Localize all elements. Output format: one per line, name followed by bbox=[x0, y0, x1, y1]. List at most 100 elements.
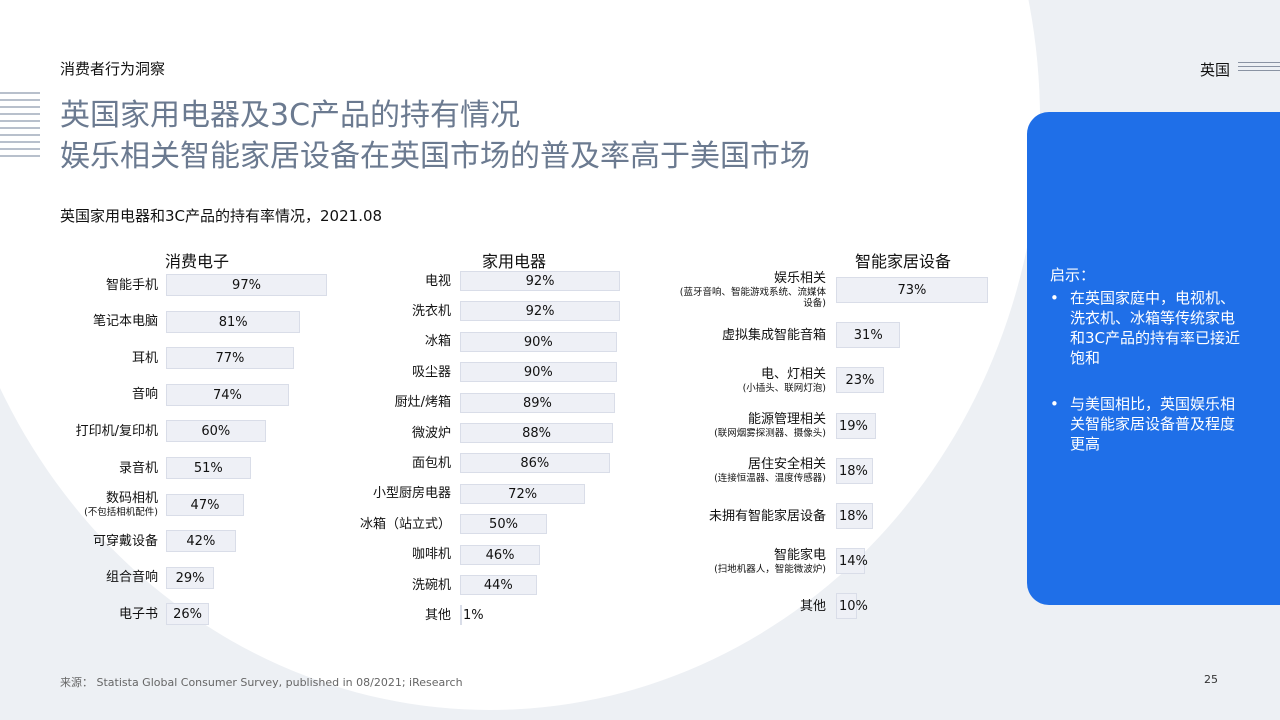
chart-bar bbox=[460, 362, 617, 383]
chart-bar bbox=[166, 274, 328, 296]
category-label: 居住安全相关 bbox=[747, 457, 826, 473]
chart-bar bbox=[460, 483, 586, 504]
data-label: 23% bbox=[845, 373, 875, 389]
chart-bar bbox=[166, 530, 236, 553]
country-label: 英国 bbox=[1199, 61, 1230, 79]
data-label: 29% bbox=[175, 570, 205, 586]
chart-subtitle: 英国家用电器和3C产品的持有率情况，2021.08 bbox=[60, 207, 383, 225]
chart-bar bbox=[836, 277, 988, 303]
category-label: 未拥有智能家居设备 bbox=[708, 508, 826, 524]
data-label: 18% bbox=[839, 509, 868, 524]
category-label: 数码相机 bbox=[105, 491, 158, 507]
data-label: 18% bbox=[839, 463, 868, 479]
category-note: (蓝牙音响、智能游戏系统、流媒体设备) bbox=[679, 287, 826, 309]
category-label: 其他 bbox=[799, 598, 826, 614]
category-label: 虚拟集成智能音箱 bbox=[721, 327, 826, 343]
data-label: 44% bbox=[483, 578, 513, 593]
category-note: (不包括相机配件) bbox=[84, 507, 158, 519]
category-label: 冰箱 bbox=[424, 334, 451, 350]
data-label: 46% bbox=[485, 547, 515, 563]
category-label: 面包机 bbox=[411, 455, 451, 471]
data-label: 60% bbox=[201, 424, 231, 440]
chart-group-title: 消费电子 bbox=[164, 252, 229, 271]
chart-bar bbox=[836, 593, 857, 620]
data-label: 92% bbox=[525, 274, 555, 289]
data-label: 81% bbox=[218, 314, 248, 330]
chart-bar bbox=[166, 603, 210, 626]
data-label: 19% bbox=[839, 418, 868, 434]
category-label: 电、灯相关 bbox=[760, 366, 826, 382]
chart-bar bbox=[460, 392, 615, 413]
category-label: 厨灶/烤箱 bbox=[394, 395, 451, 411]
chart-bar bbox=[836, 457, 874, 484]
data-label: 90% bbox=[523, 334, 553, 350]
category-label: 微波炉 bbox=[411, 425, 451, 441]
bullet-icon: • bbox=[1050, 289, 1059, 307]
chart-bar bbox=[166, 566, 215, 589]
data-label: 14% bbox=[839, 554, 868, 570]
insight-text: 在英国家庭中，电视机、洗衣机、冰箱等传统家电和3C产品的持有率已接近饱和 bbox=[1070, 289, 1241, 367]
section-label: 消费者行为洞察 bbox=[60, 60, 166, 78]
data-label: 47% bbox=[190, 497, 220, 513]
category-label: 录音机 bbox=[118, 460, 158, 476]
insight-text: 与美国相比，英国娱乐相关智能家居设备普及程度更高 bbox=[1070, 395, 1236, 453]
data-label: 90% bbox=[523, 365, 553, 381]
chart-bar bbox=[836, 367, 884, 394]
chart-bar bbox=[460, 544, 541, 565]
title-line-2: 娱乐相关智能家居设备在英国市场的普及率高于美国市场 bbox=[60, 139, 810, 174]
data-label: 51% bbox=[193, 461, 223, 476]
data-label: 73% bbox=[897, 283, 927, 298]
chart-bar bbox=[166, 347, 294, 370]
category-label: 娱乐相关 bbox=[773, 271, 826, 286]
data-label: 77% bbox=[215, 351, 245, 367]
chart-group-title: 智能家居设备 bbox=[854, 252, 951, 271]
page-title: 英国家用电器及3C产品的持有情况 娱乐相关智能家居设备在英国市场的普及率高于美国… bbox=[60, 95, 810, 177]
category-label: 吸尘器 bbox=[411, 364, 451, 380]
insight-title: 启示： bbox=[1050, 266, 1096, 284]
data-label: 89% bbox=[522, 395, 552, 411]
data-label: 50% bbox=[489, 517, 518, 533]
chart-bar bbox=[836, 503, 874, 529]
category-label: 咖啡机 bbox=[411, 547, 451, 563]
chart-group-title: 家用电器 bbox=[481, 252, 546, 271]
category-note: (扫地机器人，智能微波炉) bbox=[714, 563, 826, 575]
chart-bar bbox=[836, 322, 901, 349]
category-label: 其他 bbox=[424, 607, 451, 623]
decorative-lines-right bbox=[1238, 62, 1280, 74]
chart-bar bbox=[166, 420, 266, 443]
category-label: 能源管理相关 bbox=[747, 412, 826, 428]
insight-item: • 与美国相比，英国娱乐相关智能家居设备普及程度更高 bbox=[1050, 394, 1245, 454]
chart-bar bbox=[460, 575, 537, 595]
data-label: 92% bbox=[525, 304, 555, 320]
category-label: 洗衣机 bbox=[411, 303, 451, 319]
category-note: (联网烟雾探测器、摄像头) bbox=[714, 428, 826, 440]
data-label: 1% bbox=[463, 608, 484, 624]
category-label: 电子书 bbox=[118, 606, 158, 622]
title-line-1: 英国家用电器及3C产品的持有情况 bbox=[60, 98, 521, 133]
data-label: 26% bbox=[173, 607, 203, 623]
chart-bar bbox=[166, 493, 245, 516]
data-label: 88% bbox=[522, 426, 551, 441]
data-label: 74% bbox=[212, 387, 242, 403]
chart-bar bbox=[460, 301, 621, 322]
chart-bar bbox=[836, 548, 866, 575]
chart-bar bbox=[460, 423, 614, 443]
page-number: 25 bbox=[1204, 673, 1218, 686]
category-note: (连接恒温器、温度传感器) bbox=[714, 473, 826, 485]
chart-bar bbox=[460, 331, 617, 352]
category-label: 组合音响 bbox=[105, 570, 158, 586]
category-label: 冰箱（站立式） bbox=[359, 516, 451, 532]
category-label: 电视 bbox=[424, 273, 451, 289]
chart-bar bbox=[166, 457, 251, 479]
insight-item: • 在英国家庭中，电视机、洗衣机、冰箱等传统家电和3C产品的持有率已接近饱和 bbox=[1050, 288, 1245, 368]
decorative-lines-left bbox=[0, 92, 40, 162]
data-label: 10% bbox=[839, 599, 868, 615]
category-label: 音响 bbox=[131, 387, 158, 403]
data-label: 97% bbox=[232, 278, 261, 293]
chart-bar bbox=[166, 383, 289, 406]
chart-bar bbox=[460, 453, 610, 474]
category-note: (小插头、联网灯泡) bbox=[742, 382, 826, 394]
category-label: 打印机/复印机 bbox=[75, 423, 158, 439]
chart-bar bbox=[166, 310, 301, 333]
data-label: 42% bbox=[186, 534, 216, 550]
